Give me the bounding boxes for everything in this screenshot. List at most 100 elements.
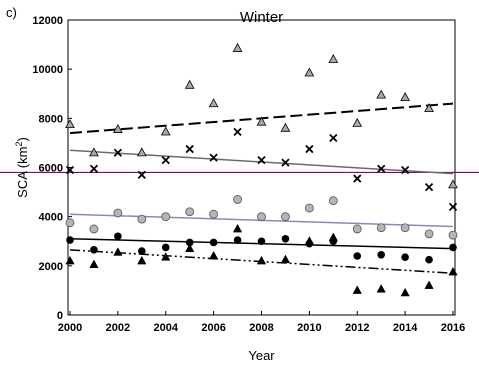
data-point-triangle	[232, 42, 243, 52]
data-point-x	[209, 153, 218, 162]
data-point-triangle	[65, 119, 75, 129]
x-tick-label: 2014	[393, 322, 418, 334]
trend-line	[69, 149, 454, 175]
data-point-x	[448, 202, 458, 211]
data-point-circle	[138, 247, 146, 255]
data-point-circle	[377, 250, 385, 259]
y-tick-label: 6000	[39, 163, 63, 175]
data-point-circle	[114, 232, 122, 241]
data-point-triangle	[304, 67, 315, 77]
data-point-triangle	[328, 232, 338, 241]
data-point-circle	[424, 229, 434, 239]
data-point-triangle	[304, 236, 314, 245]
panel-label: c)	[6, 5, 17, 20]
data-point-triangle	[352, 285, 362, 294]
data-point-triangle	[424, 103, 434, 113]
data-point-circle	[209, 209, 219, 219]
data-point-x	[424, 183, 434, 192]
data-point-circle	[90, 246, 98, 254]
data-point-circle	[304, 203, 314, 213]
data-point-circle	[89, 224, 99, 234]
data-point-triangle	[65, 255, 75, 265]
data-point-x	[400, 165, 410, 175]
data-point-x	[65, 165, 75, 175]
y-axis-label-close: )	[15, 137, 30, 141]
data-point-circle	[161, 243, 170, 252]
y-tick-label: 0	[57, 310, 63, 322]
y-tick-label: 8000	[39, 113, 63, 125]
data-point-triangle	[280, 122, 291, 132]
data-point-x	[257, 155, 266, 165]
x-tick-label: 2016	[441, 322, 465, 334]
x-stroke	[281, 158, 290, 167]
x-stroke	[137, 170, 146, 180]
y-tick-label: 4000	[39, 212, 63, 224]
data-point-circle	[257, 212, 266, 222]
x-stroke	[113, 148, 123, 157]
x-tick-label: 2004	[154, 322, 179, 334]
x-stroke	[209, 153, 218, 162]
x-stroke	[448, 202, 458, 211]
x-axis-ticks: 2000 2002 2004 2006 2008 2010 2012 2014 2016	[58, 311, 465, 334]
data-point-triangle	[113, 247, 123, 256]
x-axis-label: Year	[248, 348, 275, 363]
data-point-triangle	[160, 126, 171, 136]
data-point-triangle	[136, 147, 147, 157]
data-point-circle	[352, 224, 362, 234]
data-point-triangle	[185, 243, 195, 253]
data-point-triangle	[448, 266, 458, 276]
data-point-triangle	[280, 254, 291, 264]
y-tick-label: 2000	[39, 261, 63, 273]
data-point-triangle	[448, 179, 458, 189]
y-axis-label-superscript: 2	[14, 142, 24, 147]
data-point-circle	[449, 243, 457, 252]
data-point-triangle	[89, 147, 99, 157]
data-point-circle	[161, 212, 171, 222]
data-point-triangle	[209, 250, 219, 260]
data-point-triangle	[161, 252, 171, 261]
data-point-circle	[66, 236, 74, 244]
data-point-triangle	[424, 280, 434, 289]
data-point-x	[185, 144, 194, 154]
data-point-triangle	[232, 223, 243, 233]
data-point-circle	[328, 196, 338, 206]
data-point-triangle	[89, 259, 99, 269]
data-point-circle	[401, 253, 409, 262]
data-point-x	[161, 155, 170, 165]
data-point-circle	[65, 218, 75, 228]
x-stroke	[329, 133, 338, 143]
data-point-circle	[353, 252, 362, 260]
data-point-circle	[281, 234, 290, 243]
data-point-x	[353, 174, 362, 183]
plot-frame	[67, 19, 456, 316]
x-stroke	[185, 144, 194, 154]
chart-title: Winter	[240, 9, 283, 26]
x-stroke	[400, 165, 410, 175]
data-point-x	[281, 158, 290, 167]
data-point-x	[113, 148, 123, 157]
data-point-circle	[376, 223, 386, 233]
data-point-circle	[233, 195, 242, 204]
y-axis-label: SCA (km2)	[14, 137, 30, 198]
trend-lines	[69, 102, 454, 274]
y-axis-label-main: SCA (km	[15, 147, 30, 198]
x-stroke	[353, 174, 362, 183]
data-point-x	[329, 133, 338, 143]
x-stroke	[161, 155, 170, 165]
y-tick-label: 10000	[32, 64, 63, 76]
data-point-triangle	[376, 284, 386, 293]
x-stroke	[65, 165, 75, 175]
data-point-circle	[400, 223, 410, 233]
data-point-x	[137, 170, 146, 180]
data-point-x	[305, 144, 314, 154]
data-point-x	[233, 127, 242, 136]
data-point-triangle	[256, 255, 267, 265]
x-stroke	[305, 144, 314, 154]
x-stroke	[89, 164, 99, 173]
data-point-triangle	[328, 53, 339, 63]
data-point-triangle	[137, 255, 147, 265]
data-point-circle	[209, 238, 218, 247]
data-point-triangle	[256, 116, 267, 126]
data-point-x	[89, 164, 99, 173]
